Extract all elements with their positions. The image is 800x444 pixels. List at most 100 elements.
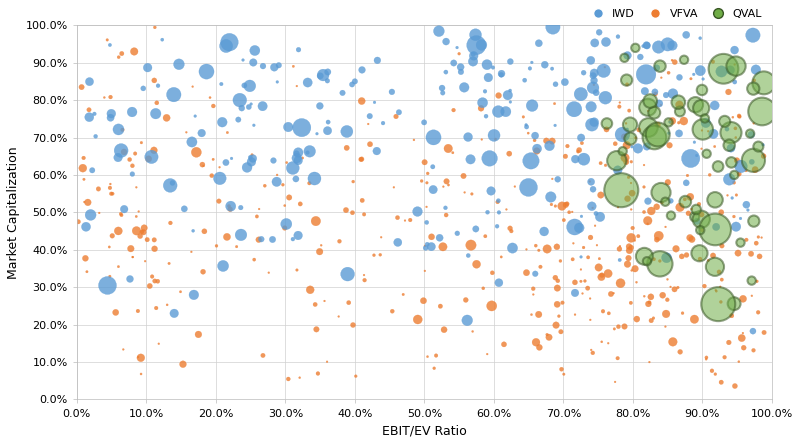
VFVA — [752, 309, 765, 316]
IWD — [137, 85, 150, 92]
VFVA — [728, 61, 741, 68]
VFVA — [287, 63, 300, 70]
IWD — [631, 145, 644, 152]
IWD — [533, 40, 546, 47]
VFVA — [354, 156, 367, 163]
VFVA — [647, 314, 660, 321]
VFVA — [745, 250, 758, 258]
IWD — [450, 44, 463, 51]
IWD — [614, 257, 626, 264]
VFVA — [197, 163, 210, 170]
VFVA — [81, 268, 94, 275]
IWD — [482, 74, 494, 81]
VFVA — [553, 313, 566, 320]
IWD — [492, 197, 505, 204]
VFVA — [541, 331, 554, 338]
VFVA — [355, 98, 368, 105]
VFVA — [649, 91, 662, 98]
VFVA — [546, 175, 558, 182]
IWD — [272, 62, 285, 69]
VFVA — [650, 236, 663, 243]
QVAL — [700, 150, 713, 157]
VFVA — [479, 233, 492, 240]
IWD — [588, 77, 601, 84]
IWD — [504, 58, 517, 65]
VFVA — [620, 142, 633, 149]
IWD — [178, 205, 190, 212]
VFVA — [374, 234, 387, 241]
IWD — [112, 154, 125, 161]
VFVA — [722, 339, 735, 346]
QVAL — [695, 104, 708, 111]
VFVA — [421, 179, 434, 186]
IWD — [447, 59, 460, 67]
VFVA — [346, 178, 359, 185]
VFVA — [645, 207, 658, 214]
VFVA — [530, 242, 542, 249]
VFVA — [132, 208, 145, 215]
IWD — [386, 88, 398, 95]
VFVA — [549, 202, 562, 210]
IWD — [480, 113, 493, 120]
VFVA — [567, 240, 580, 247]
VFVA — [82, 199, 94, 206]
VFVA — [678, 196, 691, 203]
QVAL — [672, 99, 685, 106]
IWD — [302, 79, 314, 86]
IWD — [504, 87, 517, 94]
VFVA — [117, 346, 130, 353]
VFVA — [148, 77, 161, 84]
IWD — [464, 156, 477, 163]
IWD — [462, 252, 474, 259]
VFVA — [135, 228, 148, 235]
QVAL — [747, 218, 760, 225]
IWD — [586, 84, 599, 91]
IWD — [697, 75, 710, 83]
VFVA — [418, 242, 431, 250]
IWD — [215, 80, 228, 87]
VFVA — [737, 295, 750, 302]
VFVA — [138, 224, 150, 231]
VFVA — [714, 298, 727, 305]
IWD — [166, 179, 179, 186]
VFVA — [686, 206, 698, 213]
IWD — [245, 159, 258, 166]
IWD — [282, 123, 294, 131]
IWD — [368, 99, 381, 106]
IWD — [723, 176, 736, 183]
IWD — [314, 72, 326, 79]
VFVA — [440, 211, 453, 218]
VFVA — [442, 182, 455, 189]
VFVA — [115, 212, 128, 219]
VFVA — [661, 276, 674, 283]
VFVA — [562, 209, 575, 216]
IWD — [640, 71, 653, 78]
VFVA — [486, 269, 498, 276]
VFVA — [115, 50, 128, 57]
VFVA — [683, 234, 696, 241]
VFVA — [666, 338, 679, 345]
VFVA — [599, 162, 612, 169]
VFVA — [356, 197, 369, 204]
QVAL — [752, 143, 765, 150]
VFVA — [626, 190, 638, 197]
VFVA — [748, 77, 761, 84]
IWD — [152, 82, 165, 89]
VFVA — [549, 274, 562, 281]
IWD — [588, 119, 601, 126]
IWD — [662, 41, 674, 48]
VFVA — [72, 218, 85, 225]
VFVA — [250, 213, 263, 220]
VFVA — [148, 245, 161, 252]
IWD — [551, 176, 564, 183]
IWD — [666, 42, 679, 49]
VFVA — [621, 261, 634, 268]
IWD — [469, 31, 482, 38]
VFVA — [346, 209, 359, 216]
VFVA — [586, 204, 599, 211]
IWD — [502, 91, 514, 99]
VFVA — [595, 338, 608, 345]
VFVA — [126, 162, 139, 169]
VFVA — [257, 352, 270, 359]
IWD — [611, 166, 624, 174]
